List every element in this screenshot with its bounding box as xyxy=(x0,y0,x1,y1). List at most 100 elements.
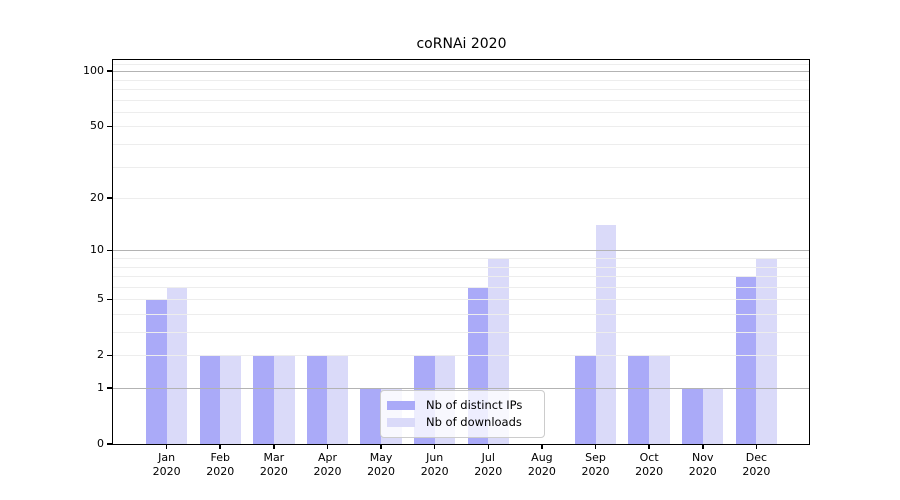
x-tick-month: May xyxy=(369,451,393,464)
gridline-minor xyxy=(113,111,810,113)
y-tick-label: 0 xyxy=(97,437,104,450)
x-tick-year: 2020 xyxy=(259,465,288,478)
x-tick-year: 2020 xyxy=(581,465,610,478)
y-tick-label: 5 xyxy=(97,292,104,306)
x-tick-label: Apr 2020 xyxy=(295,451,359,479)
gridline-major xyxy=(113,250,810,252)
legend: Nb of distinct IPs Nb of downloads xyxy=(380,390,545,438)
x-tick-year: 2020 xyxy=(742,465,771,478)
x-tick-mark xyxy=(326,444,329,449)
bar-ips-nov xyxy=(682,388,703,444)
gridline-minor xyxy=(113,332,810,334)
y-tick-label: 100 xyxy=(83,64,104,78)
gridline-minor xyxy=(113,144,810,146)
gridline-minor xyxy=(113,166,810,168)
x-tick-year: 2020 xyxy=(474,465,503,478)
gridline-major xyxy=(113,71,810,73)
x-tick-mark xyxy=(433,444,436,449)
bar-downloads-feb xyxy=(220,355,241,444)
x-tick-label: May 2020 xyxy=(349,451,413,479)
x-tick-month: Mar xyxy=(263,451,285,464)
x-tick-year: 2020 xyxy=(420,465,449,478)
x-tick-year: 2020 xyxy=(635,465,664,478)
legend-label-downloads: Nb of downloads xyxy=(426,415,522,429)
x-tick-label: Jul 2020 xyxy=(456,451,520,479)
x-tick-label: Nov 2020 xyxy=(671,451,735,479)
bar-downloads-dec xyxy=(756,258,778,444)
y-tick-mark xyxy=(107,249,112,252)
x-tick-mark xyxy=(487,444,490,449)
x-tick-label: Jan 2020 xyxy=(135,451,199,479)
x-tick-label: Aug 2020 xyxy=(510,451,574,479)
y-tick-label: 2 xyxy=(97,348,104,362)
y-tick-mark xyxy=(107,70,112,72)
bar-downloads-apr xyxy=(327,355,349,444)
x-tick-mark xyxy=(755,444,758,449)
gridline-minor xyxy=(113,89,810,91)
y-tick-mark xyxy=(107,125,112,128)
y-tick-label: 10 xyxy=(90,243,104,257)
bar-ips-mar xyxy=(253,355,274,444)
x-tick-year: 2020 xyxy=(527,465,556,478)
y-tick-mark xyxy=(107,197,112,199)
y-tick-label: 1 xyxy=(97,381,104,394)
bar-ips-feb xyxy=(199,355,221,444)
x-tick-mark xyxy=(702,444,704,449)
x-tick-label: Mar 2020 xyxy=(242,451,306,479)
plot-area xyxy=(113,60,810,444)
x-tick-mark xyxy=(541,444,543,449)
x-tick-month: Nov xyxy=(692,451,714,464)
y-tick-mark xyxy=(107,443,112,445)
x-tick-mark xyxy=(380,444,382,449)
legend-item-downloads: Nb of downloads xyxy=(387,415,536,430)
x-tick-label: Sep 2020 xyxy=(564,451,628,479)
x-tick-label: Dec 2020 xyxy=(724,451,788,479)
bar-ips-dec xyxy=(735,276,757,444)
x-tick-label: Jun 2020 xyxy=(403,451,467,479)
x-tick-mark xyxy=(648,444,650,449)
bar-ips-may xyxy=(360,388,382,444)
gridline-minor xyxy=(113,63,810,65)
gridline-minor xyxy=(113,355,810,357)
bar-ips-apr xyxy=(306,355,328,444)
x-tick-label: Oct 2020 xyxy=(617,451,681,479)
gridline-minor xyxy=(113,299,810,301)
y-tick-mark xyxy=(107,298,112,300)
bar-ips-oct xyxy=(628,355,650,444)
legend-swatch-distinct-ips-icon xyxy=(387,401,415,410)
gridline-major xyxy=(113,388,810,389)
legend-item-distinct-ips: Nb of distinct IPs xyxy=(387,398,536,413)
x-tick-month: Dec xyxy=(745,451,768,464)
gridline-minor xyxy=(113,99,810,101)
gridline-minor xyxy=(113,126,810,128)
chart-title: coRNAi 2020 xyxy=(416,36,507,52)
legend-swatch-downloads-icon xyxy=(387,418,415,427)
x-tick-month: Feb xyxy=(210,451,230,464)
gridline-minor xyxy=(113,258,810,259)
x-tick-month: Apr xyxy=(317,451,337,464)
x-tick-mark xyxy=(165,444,168,449)
gridline-minor xyxy=(113,266,810,268)
x-tick-year: 2020 xyxy=(152,465,181,478)
y-tick-label: 50 xyxy=(90,119,104,133)
x-tick-year: 2020 xyxy=(688,465,717,478)
gridline-minor xyxy=(113,198,810,200)
x-tick-month: Sep xyxy=(585,451,606,464)
bar-downloads-mar xyxy=(273,355,295,444)
y-tick-mark xyxy=(107,354,112,356)
x-tick-month: Jun xyxy=(426,451,444,464)
bar-downloads-sep xyxy=(595,225,617,444)
bar-downloads-nov xyxy=(702,388,724,444)
x-tick-year: 2020 xyxy=(367,465,396,478)
x-tick-month: Jan xyxy=(158,451,176,464)
x-tick-month: Aug xyxy=(531,451,553,464)
gridline-minor xyxy=(113,286,810,288)
x-tick-mark xyxy=(594,444,597,449)
bar-ips-jan xyxy=(145,299,167,444)
x-tick-month: Oct xyxy=(639,451,659,464)
bar-downloads-jan xyxy=(166,286,188,444)
gridline-minor xyxy=(113,276,810,278)
x-tick-year: 2020 xyxy=(206,465,235,478)
y-tick-mark xyxy=(107,387,112,389)
gridline-minor xyxy=(113,313,810,315)
